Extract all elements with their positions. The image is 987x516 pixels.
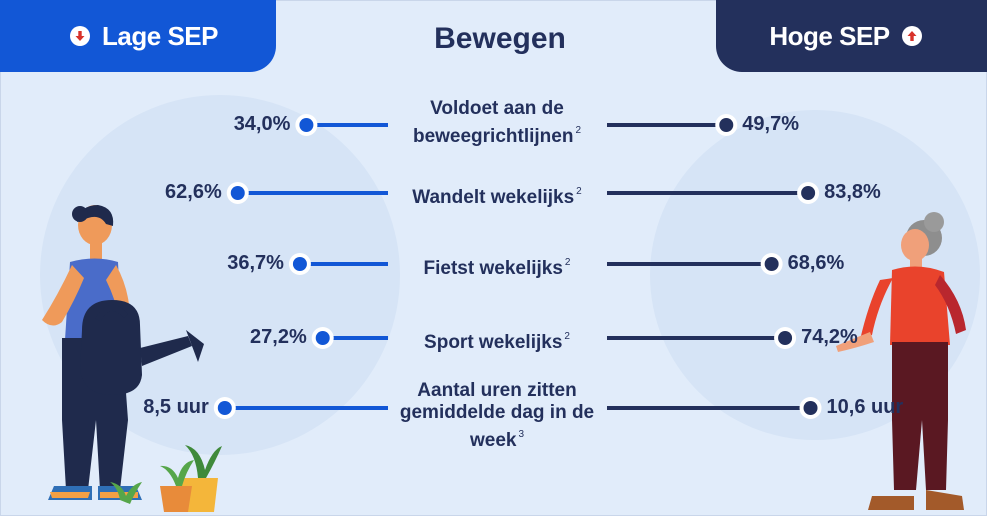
high-sep-label: Hoge SEP — [769, 20, 890, 51]
arrow-down-icon — [70, 26, 91, 46]
category-footnote: 2 — [575, 125, 582, 136]
low-sep-value-label: 62,6% — [165, 181, 222, 203]
category-footnote: 2 — [564, 331, 570, 342]
potted-plants-illustration — [110, 445, 222, 512]
high-sep-point — [778, 331, 793, 345]
category-text: Wandelt wekelijks — [412, 187, 575, 208]
high-sep-value-label: 49,7% — [742, 113, 799, 135]
category-text: Sport wekelijks — [424, 332, 563, 353]
low-sep-point — [292, 257, 307, 271]
chart-marks — [213, 114, 822, 419]
category-footnote: 2 — [564, 257, 571, 268]
arrow-up-icon — [901, 26, 922, 46]
high-sep-value-label: 74,2% — [801, 326, 858, 348]
high-sep-point — [801, 186, 816, 200]
category-label: Fietst wekelijks 2 — [387, 252, 607, 280]
category-footnote: 2 — [576, 186, 582, 197]
high-sep-value-label: 68,6% — [787, 252, 845, 274]
low-sep-point — [217, 401, 232, 415]
page-title: Bewegen — [434, 22, 566, 55]
high-sep-point — [803, 401, 818, 415]
category-text: Fietst wekelijks — [423, 258, 563, 279]
category-text: Aantal uren zitten gemiddelde dag in de … — [399, 380, 595, 451]
low-sep-value-label: 27,2% — [250, 326, 307, 348]
category-label: Aantal uren zitten gemiddelde dag in de … — [387, 380, 607, 452]
low-sep-value-label: 36,7% — [227, 252, 284, 274]
high-sep-value-label: 83,8% — [824, 181, 881, 203]
woman-watering-illustration — [42, 205, 204, 500]
older-woman-illustration — [836, 212, 966, 510]
low-sep-tab: Lage SEP — [0, 0, 276, 72]
low-sep-point — [230, 186, 245, 200]
category-label: Voldoet aan de beweegrichtlijnen 2 — [387, 98, 607, 148]
low-sep-point — [315, 331, 330, 345]
high-sep-value-label: 10,6 uur — [826, 396, 904, 418]
high-sep-tab: Hoge SEP — [716, 0, 987, 72]
category-text: Voldoet aan de beweegrichtlijnen — [412, 98, 574, 147]
high-sep-point — [764, 257, 779, 271]
low-sep-label: Lage SEP — [102, 20, 218, 51]
low-sep-point — [299, 118, 314, 132]
low-sep-value-label: 8,5 uur — [143, 396, 209, 418]
category-label: Wandelt wekelijks 2 — [387, 181, 607, 209]
category-label: Sport wekelijks 2 — [387, 326, 607, 354]
high-sep-point — [719, 118, 734, 132]
low-sep-value-label: 34,0% — [233, 113, 291, 135]
category-footnote: 3 — [518, 429, 525, 440]
